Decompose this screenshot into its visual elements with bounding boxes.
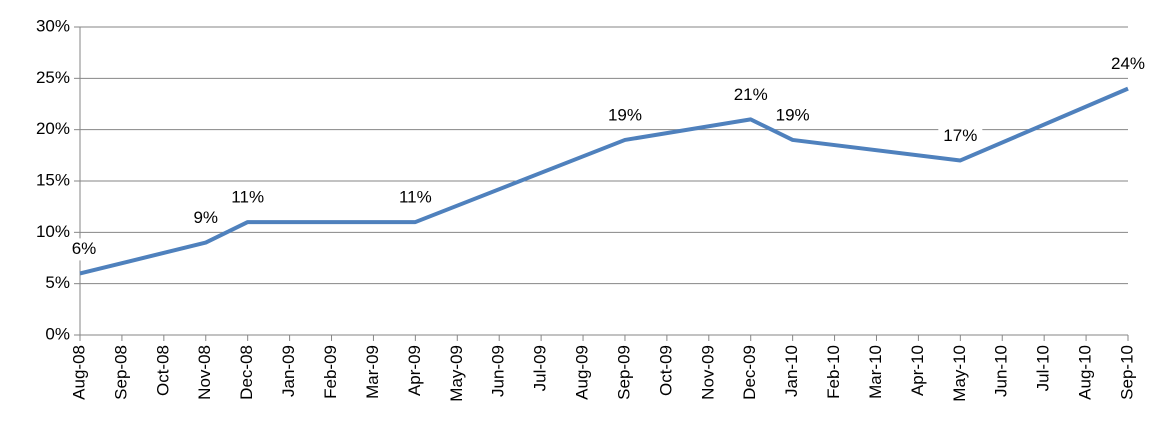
y-tick-label: 20% (36, 119, 70, 138)
x-tick-label: Dec-08 (237, 345, 256, 400)
x-tick-label: Apr-09 (405, 345, 424, 396)
x-tick-label: Aug-08 (69, 345, 88, 400)
line (79, 86, 1129, 276)
x-tick-label: Jan-10 (782, 345, 801, 397)
data-label: 21% (734, 85, 768, 104)
x-tick-label: Aug-10 (1076, 345, 1095, 400)
label-background (225, 187, 270, 210)
y-tick-label: 5% (45, 273, 70, 292)
data-label: 17% (943, 126, 977, 145)
label-background (770, 104, 815, 127)
label-background (183, 207, 228, 230)
y-tick-label: 25% (36, 68, 70, 87)
x-tick-label: Sep-10 (1117, 345, 1136, 400)
x-tick-label: Mar-10 (866, 345, 885, 399)
x-tick-label: Jan-09 (279, 345, 298, 397)
x-tick-label: Feb-09 (321, 345, 340, 399)
data-label: 19% (608, 105, 642, 124)
x-tick-label: Nov-08 (195, 345, 214, 400)
y-tick-label: 0% (45, 324, 70, 343)
data-label: 19% (776, 105, 810, 124)
y-tick-label: 10% (36, 222, 70, 241)
x-tick-label: Feb-10 (824, 345, 843, 399)
label-background (938, 125, 983, 148)
x-tick-label: Jun-10 (992, 345, 1011, 397)
x-tick-label: Mar-09 (363, 345, 382, 399)
label-background (728, 84, 773, 107)
x-tick-label: May-10 (950, 345, 969, 402)
data-label: 6% (72, 239, 97, 258)
x-tick-label: Oct-09 (656, 345, 675, 396)
label-background (393, 187, 438, 210)
data-label: 11% (231, 188, 264, 207)
x-tick-label: Jul-10 (1034, 345, 1053, 391)
x-tick-label: Aug-09 (573, 345, 592, 400)
x-tick-label: May-09 (447, 345, 466, 402)
x-tick-label: Apr-10 (908, 345, 927, 396)
data-label: 24% (1111, 54, 1145, 73)
data-label: 11% (399, 188, 432, 207)
y-tick-label: 15% (36, 170, 70, 189)
label-background (62, 238, 106, 261)
x-tick-label: Jun-09 (489, 345, 508, 397)
x-tick-label: Dec-09 (740, 345, 759, 400)
x-tick-label: Sep-08 (111, 345, 130, 400)
label-background (1106, 53, 1150, 76)
label-background (602, 104, 647, 127)
x-tick-label: Nov-09 (698, 345, 717, 400)
x-tick-label: Sep-09 (614, 345, 633, 400)
x-tick-label: Jul-09 (531, 345, 550, 391)
y-tick-label: 30% (36, 16, 70, 35)
data-label: 9% (193, 208, 218, 227)
x-tick-label: Oct-08 (153, 345, 172, 396)
